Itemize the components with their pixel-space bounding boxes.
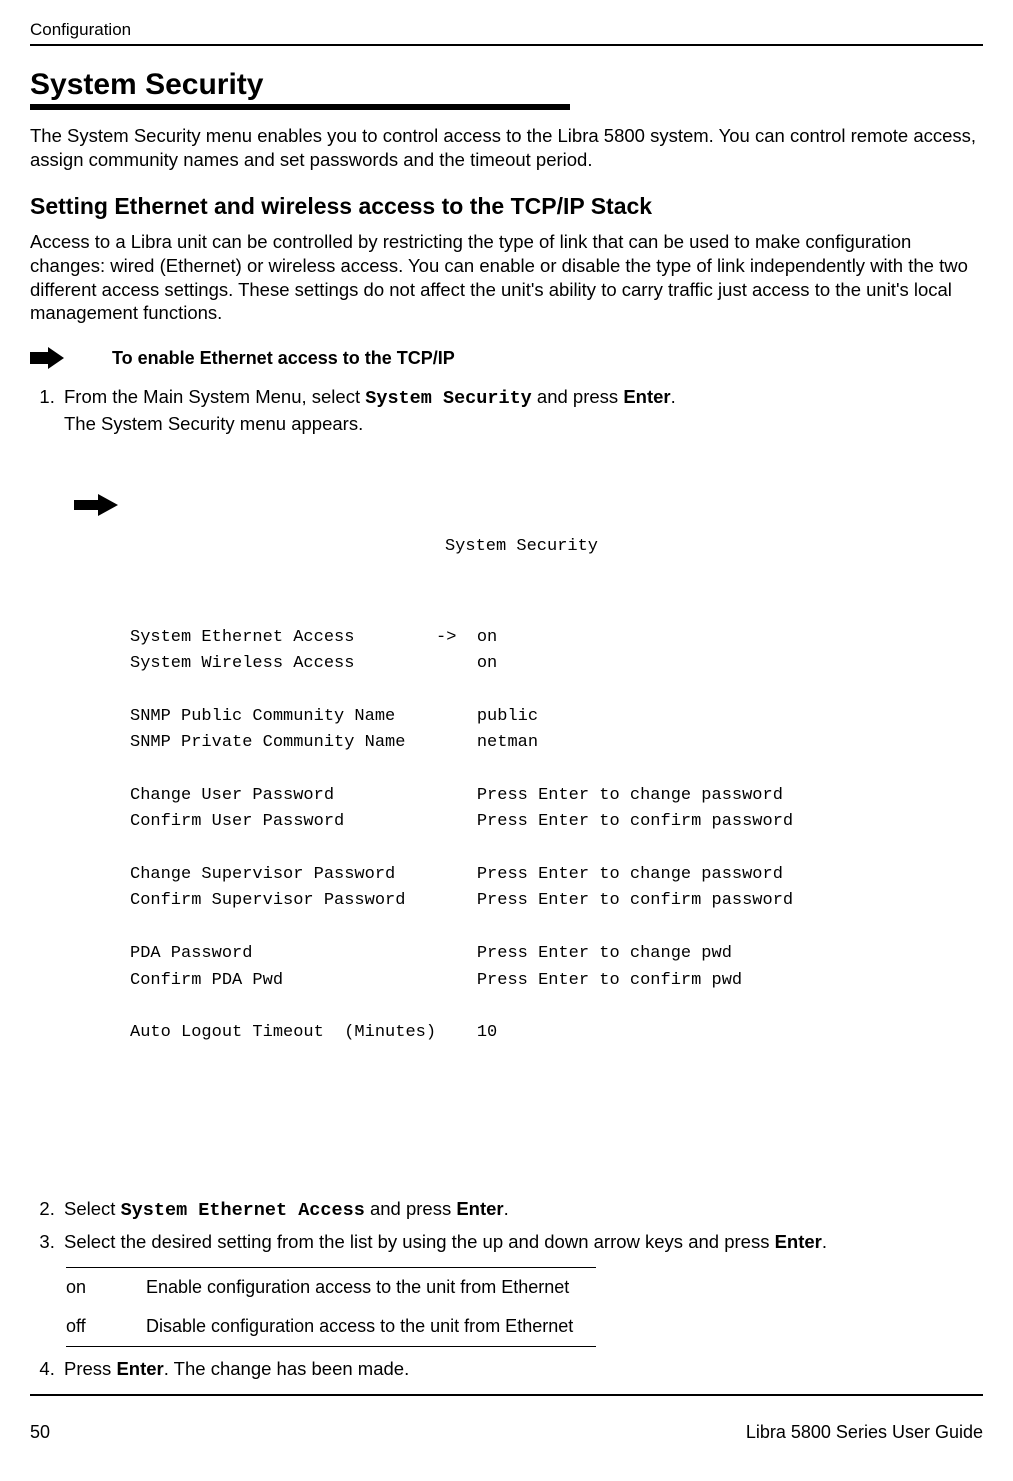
text: From the Main System Menu, select <box>64 386 365 407</box>
subsection-title: Setting Ethernet and wireless access to … <box>30 193 983 220</box>
table-row: offDisable configuration access to the u… <box>66 1307 596 1347</box>
procedure-title: To enable Ethernet access to the TCP/IP <box>112 348 455 369</box>
footer-title: Libra 5800 Series User Guide <box>746 1422 983 1443</box>
text: Select the desired setting from the list… <box>64 1231 775 1252</box>
step-3: Select the desired setting from the list… <box>60 1230 983 1255</box>
mono-text: System Security <box>365 388 532 409</box>
procedure-row: To enable Ethernet access to the TCP/IP <box>30 347 983 369</box>
option-key: on <box>66 1268 146 1308</box>
text: . <box>822 1231 827 1252</box>
steps-list: From the Main System Menu, select System… <box>30 385 983 437</box>
bold-text: Enter <box>116 1358 163 1379</box>
section-intro: The System Security menu enables you to … <box>30 124 983 171</box>
text: The System Security menu appears. <box>64 413 363 434</box>
text: . <box>504 1198 509 1219</box>
terminal-screenshot: System Security System Ethernet Access -… <box>60 449 983 1105</box>
text: Press <box>64 1358 116 1379</box>
bold-text: Enter <box>456 1198 503 1219</box>
step-4: Press Enter. The change has been made. <box>60 1357 983 1382</box>
text: . The change has been made. <box>164 1358 409 1379</box>
step-1: From the Main System Menu, select System… <box>60 385 983 437</box>
right-arrow-icon <box>30 347 64 369</box>
text: Select <box>64 1198 121 1219</box>
terminal-lines: System Ethernet Access -> on System Wire… <box>130 625 983 1047</box>
section-underline <box>30 104 570 110</box>
text: . <box>671 386 676 407</box>
steps-list-cont2: Press Enter. The change has been made. <box>30 1357 983 1382</box>
subsection-intro: Access to a Libra unit can be controlled… <box>30 230 983 325</box>
pointer-arrow-icon <box>74 494 118 516</box>
table-row: onEnable configuration access to the uni… <box>66 1268 596 1308</box>
terminal-content: System Security System Ethernet Access -… <box>60 449 983 1105</box>
spacer <box>30 1107 983 1197</box>
bold-text: Enter <box>623 386 670 407</box>
top-rule <box>30 44 983 46</box>
terminal-title: System Security <box>60 534 983 560</box>
section-title: System Security <box>30 68 983 102</box>
option-key: off <box>66 1307 146 1347</box>
bottom-rule <box>30 1394 983 1396</box>
running-header: Configuration <box>30 20 983 40</box>
text: and press <box>532 386 624 407</box>
mono-text: System Ethernet Access <box>121 1200 365 1221</box>
step-2: Select System Ethernet Access and press … <box>60 1197 983 1224</box>
steps-list-cont: Select System Ethernet Access and press … <box>30 1197 983 1255</box>
option-desc: Enable configuration access to the unit … <box>146 1268 596 1308</box>
option-desc: Disable configuration access to the unit… <box>146 1307 596 1347</box>
page-number: 50 <box>30 1422 50 1443</box>
options-table: onEnable configuration access to the uni… <box>66 1267 596 1347</box>
text: and press <box>365 1198 457 1219</box>
bold-text: Enter <box>775 1231 822 1252</box>
page-footer: 50 Libra 5800 Series User Guide <box>30 1422 983 1443</box>
